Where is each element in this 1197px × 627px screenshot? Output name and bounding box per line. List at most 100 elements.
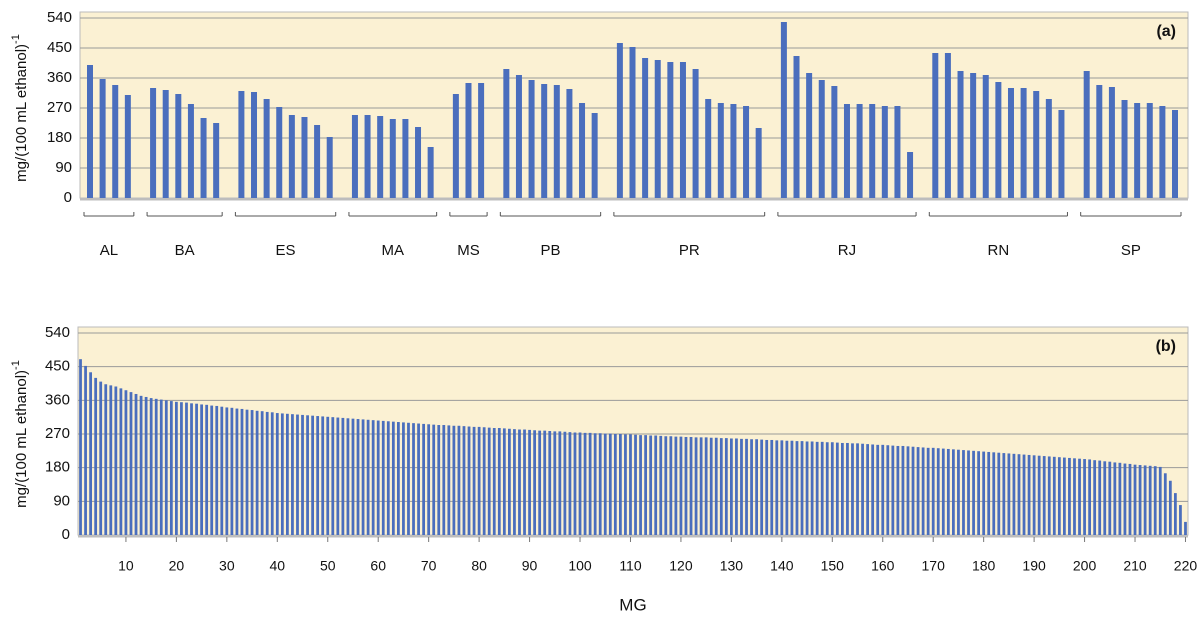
bar <box>936 448 940 535</box>
bar <box>593 433 597 535</box>
x-tick-label: 80 <box>471 558 487 574</box>
x-tick-label: 60 <box>370 558 386 574</box>
bar <box>518 429 521 535</box>
bar <box>1047 456 1051 535</box>
bar <box>523 429 526 535</box>
bar <box>341 417 345 535</box>
bar <box>694 437 698 535</box>
bar <box>200 118 207 198</box>
y-tick-label: 180 <box>47 129 72 146</box>
bar <box>926 447 930 535</box>
bar <box>538 430 542 535</box>
bar <box>109 385 113 535</box>
bar <box>618 434 622 535</box>
bar <box>336 417 340 535</box>
bar <box>689 436 693 535</box>
bar <box>906 446 910 535</box>
bar <box>422 423 426 535</box>
bar <box>288 115 295 198</box>
bar <box>251 92 258 198</box>
bar <box>104 384 108 535</box>
bar <box>541 84 548 198</box>
bar <box>1017 454 1021 535</box>
bar <box>548 431 552 535</box>
y-axis-label-text: mg/(100 mL ethanol) <box>13 44 30 182</box>
bar <box>482 427 486 535</box>
bar <box>162 90 169 198</box>
bar <box>1118 462 1122 535</box>
bar <box>402 422 405 535</box>
bar <box>263 99 270 198</box>
bar <box>639 435 642 535</box>
bar <box>94 377 98 535</box>
x-tick-label: 40 <box>270 558 286 574</box>
bar <box>785 440 789 535</box>
bar <box>972 450 975 535</box>
bar <box>709 437 713 535</box>
bar <box>654 435 658 535</box>
bar <box>869 104 876 198</box>
annotation: (a) <box>1156 23 1176 40</box>
bar <box>187 104 194 198</box>
y-axis-label-sup: -1 <box>10 34 22 44</box>
bar <box>1158 466 1162 535</box>
bar <box>760 439 764 535</box>
bar <box>477 426 481 535</box>
bar <box>225 407 229 535</box>
bar <box>528 80 535 198</box>
bar <box>467 426 471 535</box>
bar <box>396 422 400 535</box>
bar <box>856 443 859 535</box>
bar <box>1020 88 1027 198</box>
bar <box>200 404 204 535</box>
bar <box>941 448 945 535</box>
bar <box>1153 466 1157 535</box>
bar <box>692 69 699 198</box>
bar <box>351 115 358 198</box>
x-tick-label: PR <box>679 242 700 259</box>
x-tick-label: 140 <box>770 558 794 574</box>
x-tick-label: 10 <box>118 558 134 574</box>
bar <box>563 431 567 535</box>
bar <box>679 436 683 535</box>
bar <box>296 414 299 535</box>
bar <box>588 432 592 535</box>
x-tick-label: MS <box>457 242 480 259</box>
bar <box>649 435 653 535</box>
bar <box>684 436 688 535</box>
x-tick-label: 150 <box>821 558 845 574</box>
y-tick-label: 0 <box>64 189 72 206</box>
y-tick-label: 180 <box>45 459 70 476</box>
bar <box>311 415 315 535</box>
bar <box>377 116 384 198</box>
bar <box>250 410 254 535</box>
bar <box>1168 480 1172 535</box>
bar <box>800 441 804 535</box>
bar <box>881 444 885 535</box>
bar <box>997 452 1001 535</box>
bar <box>129 392 133 535</box>
bar <box>205 404 209 535</box>
bar <box>1172 110 1178 198</box>
bar <box>331 417 335 535</box>
bar <box>835 442 839 535</box>
bar <box>1146 103 1153 198</box>
bar <box>1052 456 1056 535</box>
x-tick-label: RN <box>988 242 1010 259</box>
bar <box>301 117 308 198</box>
bar <box>361 419 365 535</box>
bar <box>472 426 476 535</box>
bar <box>699 437 703 535</box>
bar <box>951 449 955 535</box>
bar <box>99 79 106 198</box>
bar <box>427 424 431 535</box>
plot-area <box>77 326 1189 536</box>
bar <box>1121 100 1128 198</box>
bar <box>447 425 451 535</box>
bar <box>487 427 491 535</box>
bar <box>553 431 557 535</box>
bar <box>982 451 986 535</box>
bar <box>851 443 854 535</box>
y-tick-label: 90 <box>55 159 72 176</box>
bar <box>598 433 602 535</box>
